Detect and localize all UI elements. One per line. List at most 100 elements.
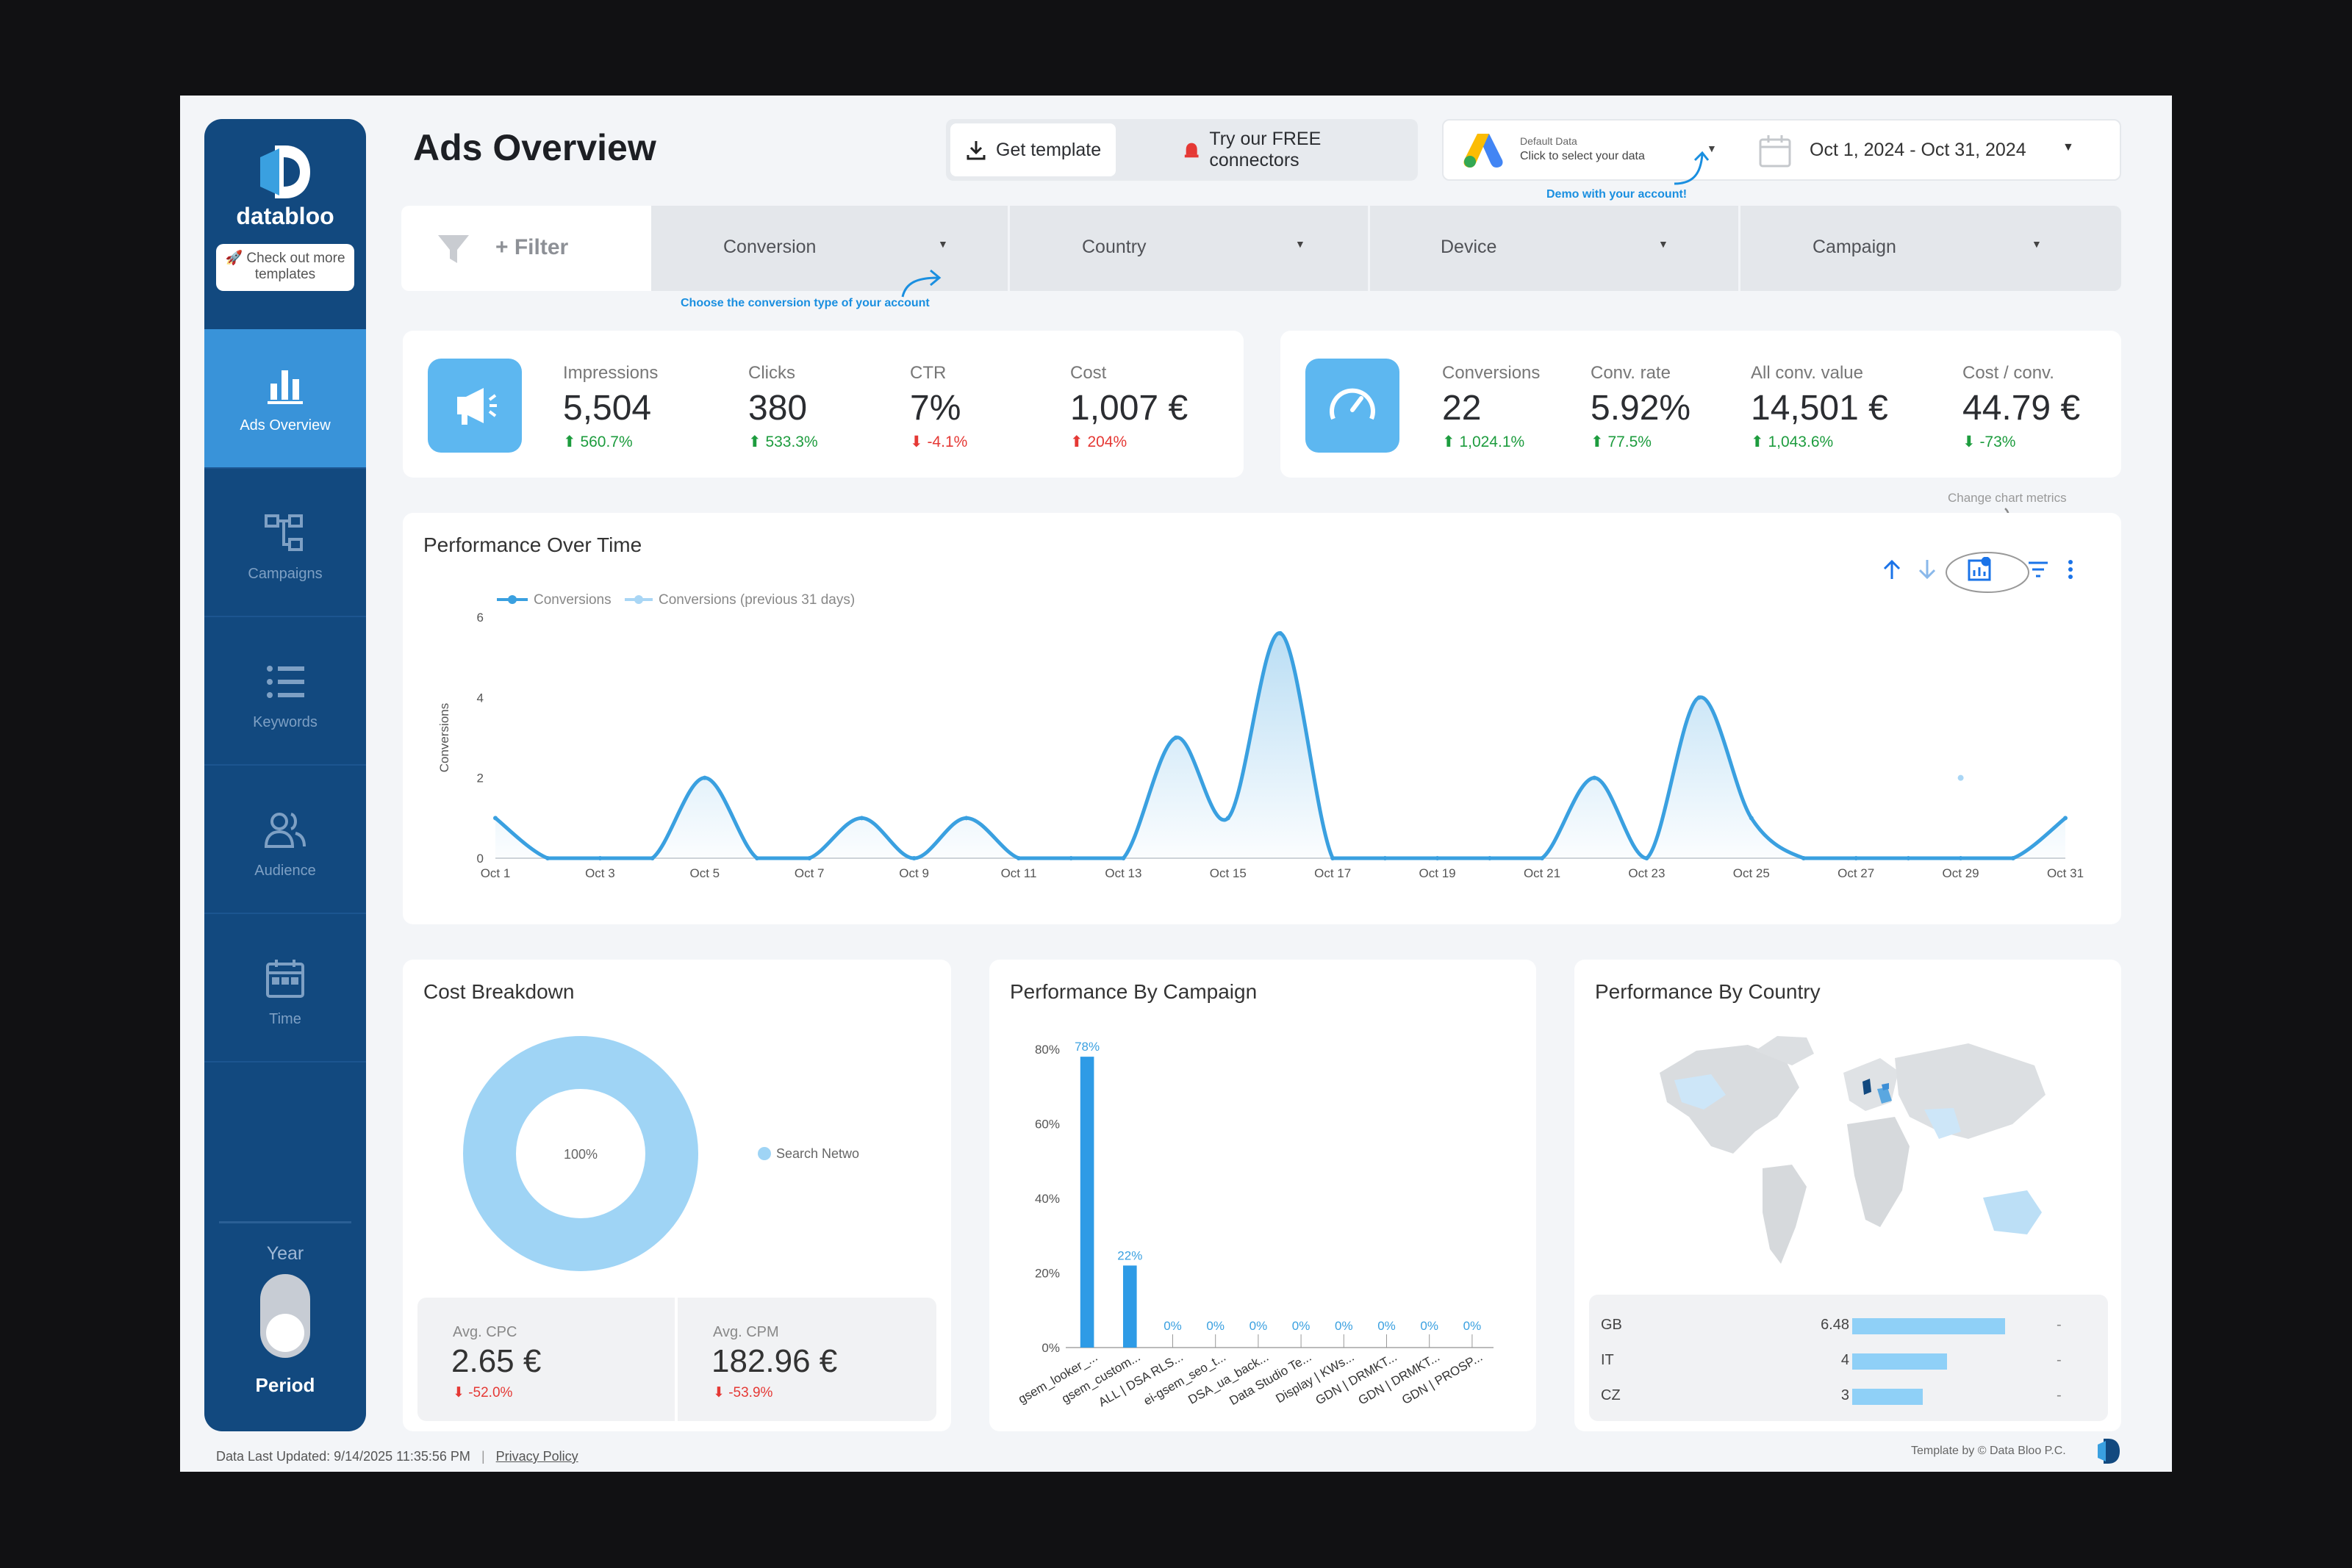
kpi-delta: ⬆ 560.7% <box>563 434 633 450</box>
conversions-data-point <box>1540 856 1544 860</box>
bar-data-label: 0% <box>1463 1319 1482 1333</box>
delta-value: 533.3% <box>765 434 818 450</box>
y-tick-label: 60% <box>1035 1118 1060 1132</box>
avg-cpc-stat: Avg. CPC 2.65 € ⬇ -52.0% <box>417 1298 675 1421</box>
date-range-caret-icon[interactable]: ▼ <box>2062 141 2074 154</box>
dropdown-label: Conversion <box>723 237 817 257</box>
period-label: Period <box>255 1374 315 1396</box>
country-filter-dropdown[interactable]: Country ▼ <box>1010 206 1370 291</box>
y-tick-label: 0% <box>1041 1341 1060 1355</box>
alarm-icon <box>1184 143 1199 158</box>
free-connectors-button[interactable]: Try our FREE connectors <box>1168 123 1418 176</box>
bar-data-label: 0% <box>1335 1319 1353 1333</box>
x-tick-label: Oct 15 <box>1210 866 1247 880</box>
delta-value: -53.9% <box>728 1385 773 1400</box>
delta-value: 1,043.6% <box>1768 434 1834 450</box>
kpi-ctr: CTR 7% ⬇ -4.1% <box>910 363 967 451</box>
chart-metrics-icon[interactable] <box>1967 557 1992 582</box>
data-source-control[interactable]: Default Data Click to select your data ▼… <box>1442 119 2121 181</box>
country-bar <box>1852 1353 1947 1370</box>
conversions-series-line <box>494 631 2067 860</box>
kpi-label: Clicks <box>748 363 795 383</box>
download-icon <box>967 141 986 160</box>
stat-value: 2.65 € <box>451 1343 542 1379</box>
kpi-cost: Cost 1,007 € ⬆ 204% <box>1070 363 1188 451</box>
conversions-data-point <box>1487 856 1492 860</box>
chevron-down-icon: ▼ <box>938 238 948 250</box>
year-period-toggle[interactable] <box>260 1274 310 1358</box>
conversions-data-point <box>493 816 498 821</box>
delta-value: 560.7% <box>580 434 633 450</box>
conversions-data-point <box>807 856 812 860</box>
performance-by-campaign-card: Performance By Campaign 0% 20% 40% 60% 80% 78… <box>989 960 1536 1431</box>
kpi-card-conversions: Conversions 22 ⬆ 1,024.1% Conv. rate 5.9… <box>1280 331 2121 478</box>
drill-up-icon[interactable] <box>1882 558 1902 580</box>
card-title: Performance Over Time <box>423 533 642 556</box>
dropdown-label: Campaign <box>1813 237 1896 257</box>
annotation-arrow-icon <box>1674 151 1710 185</box>
conversions-data-point <box>755 856 759 860</box>
bar-chart-icon <box>268 370 303 404</box>
cost-breakdown-card: Cost Breakdown 100% Search Netwo Avg. CPC… <box>403 960 951 1431</box>
campaign-bar <box>1080 1057 1094 1348</box>
y-tick-label: 40% <box>1035 1192 1060 1206</box>
date-calendar-icon <box>1759 135 1791 168</box>
sort-filter-icon[interactable] <box>2027 560 2049 579</box>
conversions-data-point <box>650 856 655 860</box>
kpi-value: 44.79 € <box>1962 389 2081 428</box>
kpi-conv-rate: Conv. rate 5.92% ⬆ 77.5% <box>1591 363 1690 451</box>
sidebar-item-keywords[interactable]: Keywords <box>204 626 366 766</box>
x-tick-label: Oct 5 <box>689 866 720 880</box>
avg-cpm-stat: Avg. CPM 182.96 € ⬇ -53.9% <box>678 1298 936 1421</box>
x-tick-label: Oct 3 <box>585 866 615 880</box>
conversions-data-point <box>1854 856 1859 860</box>
device-filter-dropdown[interactable]: Device ▼ <box>1370 206 1740 291</box>
databloo-logo-icon <box>260 145 310 198</box>
chevron-down-icon: ▼ <box>1295 238 1305 250</box>
conversions-data-point <box>598 856 603 860</box>
x-tick-label: Oct 1 <box>481 866 511 880</box>
sidebar-item-label: Keywords <box>253 714 318 730</box>
privacy-policy-link[interactable]: Privacy Policy <box>495 1449 578 1464</box>
stat-delta: ⬇ -52.0% <box>453 1385 513 1400</box>
sidebar-divider <box>219 1221 351 1223</box>
conversions-data-point <box>1225 816 1230 821</box>
get-template-button[interactable]: Get template <box>950 123 1116 176</box>
drill-down-icon[interactable] <box>1917 558 1937 580</box>
y-tick-label: 2 <box>477 772 484 785</box>
more-options-icon[interactable] <box>2067 558 2074 580</box>
delta-value: -73% <box>1979 434 2016 450</box>
add-filter-button[interactable]: + Filter <box>401 206 651 291</box>
conversion-filter-dropdown[interactable]: Conversion ▼ <box>651 206 1010 291</box>
annotation-arrow-icon <box>901 269 942 298</box>
legend-label: Conversions (previous 31 days) <box>659 592 855 608</box>
check-templates-button[interactable]: 🚀 Check out more templates <box>216 244 354 291</box>
data-source-subtitle: Click to select your data <box>1520 150 1645 162</box>
sidebar-item-label: Campaigns <box>248 566 323 582</box>
world-map <box>1660 1036 2046 1264</box>
sidebar: databloo 🚀 Check out more templates Ads … <box>204 119 366 1431</box>
donut-slice <box>463 1036 698 1271</box>
year-label: Year <box>266 1243 304 1264</box>
data-source-caret-icon[interactable]: ▼ <box>1707 143 1717 154</box>
country-value: 4 <box>1840 1352 1849 1368</box>
sidebar-item-audience[interactable]: Audience <box>204 774 366 914</box>
conversions-data-point <box>1173 736 1178 740</box>
x-tick-label: Oct 11 <box>1001 866 1037 880</box>
campaign-bar <box>1122 1265 1137 1348</box>
conversions-data-point <box>1278 630 1283 636</box>
country-code: GB <box>1601 1317 1622 1333</box>
bar-data-label: 0% <box>1292 1319 1311 1333</box>
legend-marker <box>758 1147 771 1160</box>
sidebar-item-campaigns[interactable]: Campaigns <box>204 478 366 617</box>
kpi-value: 14,501 € <box>1751 389 1888 428</box>
bar-data-label: 22% <box>1117 1248 1142 1262</box>
sidebar-item-ads-overview[interactable]: Ads Overview <box>204 329 366 469</box>
campaign-filter-dropdown[interactable]: Campaign ▼ <box>1740 206 2121 291</box>
date-range-picker[interactable]: Oct 1, 2024 - Oct 31, 2024 <box>1810 140 2026 160</box>
sidebar-item-time[interactable]: Time <box>204 923 366 1062</box>
free-connectors-label: Try our FREE connectors <box>1209 129 1322 170</box>
users-icon <box>264 813 306 848</box>
x-tick-label: Oct 17 <box>1314 866 1351 880</box>
card-title: Performance By Campaign <box>1010 980 1258 1003</box>
